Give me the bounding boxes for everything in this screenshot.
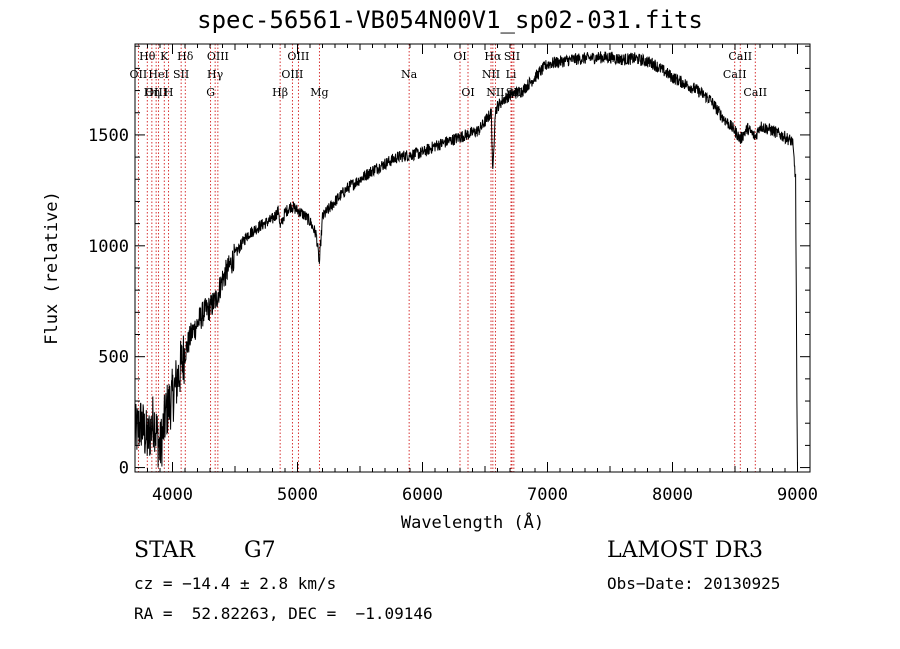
x-axis-label: Wavelength (Å)	[401, 511, 544, 533]
y-tick-label: 1000	[88, 237, 129, 257]
line-label: OIII	[207, 50, 229, 63]
plot-frame	[134, 43, 811, 473]
object-subclass: G7	[244, 538, 276, 563]
x-tick-label: 5000	[277, 485, 318, 505]
line-label: SII	[504, 50, 520, 63]
y-tick-label: 500	[98, 348, 129, 368]
line-label: CaII	[743, 86, 767, 99]
line-label: CaII	[728, 50, 752, 63]
line-label: Li	[506, 68, 517, 81]
line-label: Hβ	[272, 86, 288, 99]
line-label: OIII	[287, 50, 309, 63]
line-label: OI	[453, 50, 466, 63]
radec-text: RA = 52.82263, DEC = −1.09146	[134, 604, 433, 623]
y-axis-label: Flux (relative)	[42, 191, 62, 345]
line-label: Mg	[310, 86, 328, 99]
line-label: OII	[130, 68, 148, 81]
line-label: Hδ	[177, 50, 194, 63]
chart-title: spec-56561-VB054N00V1_sp02-031.fits	[197, 6, 703, 34]
line-label: CaII	[723, 68, 747, 81]
x-tick-label: 8000	[652, 485, 693, 505]
line-label: G	[206, 86, 215, 99]
redshift-text: cz = −14.4 ± 2.8 km/s	[134, 574, 337, 593]
line-label: K	[160, 50, 169, 63]
line-label: Hθ	[139, 50, 156, 63]
x-tick-label: 4000	[152, 485, 193, 505]
line-label: OI	[461, 86, 474, 99]
x-tick-label: 9000	[777, 485, 818, 505]
y-tick-label: 0	[119, 459, 129, 479]
x-tick-label: 7000	[527, 485, 568, 505]
line-label: NII	[482, 68, 500, 81]
line-label: SII	[173, 68, 189, 81]
spectrum-line	[134, 51, 798, 468]
x-tick-label: 6000	[402, 485, 443, 505]
line-label: HeI	[148, 68, 168, 81]
y-tick-label: 1500	[88, 126, 129, 146]
line-label: NII	[486, 86, 504, 99]
line-label: OIII	[145, 86, 167, 99]
line-label: Hγ	[207, 68, 224, 81]
line-label: Na	[401, 68, 418, 81]
line-label: OIII	[281, 68, 303, 81]
line-label: Hη	[144, 86, 160, 99]
obs-date-text: Obs−Date: 20130925	[607, 574, 781, 593]
line-label: H	[164, 86, 174, 99]
object-class: STAR	[134, 538, 195, 563]
survey-name: LAMOST DR3	[607, 538, 763, 563]
line-label: Hα	[484, 50, 502, 63]
